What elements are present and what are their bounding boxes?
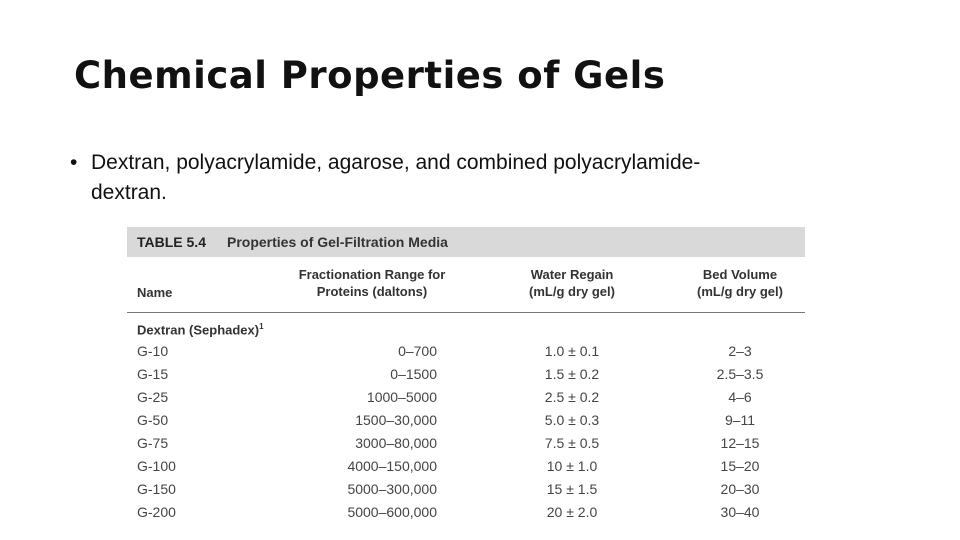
cell-name: G-200 (137, 504, 176, 520)
cell-water-regain: 1.5 ± 0.2 (544, 366, 600, 382)
table-row: G-200 5000–600,000 20 ± 2.0 30–40 (127, 504, 805, 527)
cell-range: 1500–30,000 (355, 412, 437, 428)
table-row: G-25 1000–5000 2.5 ± 0.2 4–6 (127, 389, 805, 412)
table-row: G-15 0–1500 1.5 ± 0.2 2.5–3.5 (127, 366, 805, 389)
table-row: G-50 1500–30,000 5.0 ± 0.3 9–11 (127, 412, 805, 435)
column-header-bed-line2: (mL/g dry gel) (697, 284, 783, 299)
cell-water-regain: 20 ± 2.0 (546, 504, 598, 520)
bullet-text-line-2: dextran. (91, 181, 167, 204)
column-header-fractionation-line1: Fractionation Range for (298, 267, 446, 282)
column-header-water-regain: Water Regain (mL/g dry gel) (507, 266, 637, 300)
cell-water-regain: 5.0 ± 0.3 (544, 412, 600, 428)
cell-range: 3000–80,000 (355, 435, 437, 451)
cell-name: G-10 (137, 343, 169, 359)
cell-bed-volume: 4–6 (728, 389, 752, 405)
column-header-water-line2: (mL/g dry gel) (529, 284, 615, 299)
column-header-fractionation: Fractionation Range for Proteins (dalton… (277, 266, 467, 300)
cell-bed-volume: 12–15 (720, 435, 760, 451)
cell-bed-volume: 2.5–3.5 (716, 366, 764, 382)
cell-range: 4000–150,000 (347, 458, 437, 474)
group-label: Dextran (Sephadex)1 (137, 322, 264, 337)
cell-bed-volume: 2–3 (728, 343, 752, 359)
table-row: G-100 4000–150,000 10 ± 1.0 15–20 (127, 458, 805, 481)
cell-water-regain: 1.0 ± 0.1 (544, 343, 600, 359)
table-caption-bar: TABLE 5.4 Properties of Gel-Filtration M… (127, 227, 805, 257)
header-divider (127, 312, 805, 313)
cell-bed-volume: 15–20 (720, 458, 760, 474)
cell-name: G-150 (137, 481, 176, 497)
cell-range: 0–1500 (390, 366, 437, 382)
cell-bed-volume: 20–30 (720, 481, 760, 497)
slide-title: Chemical Properties of Gels (74, 54, 666, 97)
cell-water-regain: 10 ± 1.0 (546, 458, 598, 474)
cell-range: 1000–5000 (366, 389, 437, 405)
bullet-marker: • (70, 151, 78, 174)
cell-name: G-75 (137, 435, 169, 451)
column-header-name: Name (137, 285, 173, 300)
cell-range: 5000–300,000 (347, 481, 437, 497)
bullet-point: • Dextran, polyacrylamide, agarose, and … (70, 148, 890, 208)
cell-range: 5000–600,000 (347, 504, 437, 520)
table-caption: Properties of Gel-Filtration Media (227, 234, 448, 250)
column-header-bed-volume: Bed Volume (mL/g dry gel) (675, 266, 805, 300)
cell-name: G-100 (137, 458, 176, 474)
table-number: TABLE 5.4 (137, 234, 206, 250)
table-row: G-10 0–700 1.0 ± 0.1 2–3 (127, 343, 805, 366)
cell-name: G-15 (137, 366, 169, 382)
gel-filtration-table: TABLE 5.4 Properties of Gel-Filtration M… (127, 227, 805, 540)
column-header-bed-line1: Bed Volume (702, 267, 778, 282)
cell-water-regain: 2.5 ± 0.2 (544, 389, 600, 405)
cell-bed-volume: 9–11 (724, 412, 756, 428)
cell-name: G-25 (137, 389, 169, 405)
cell-bed-volume: 30–40 (720, 504, 760, 520)
cell-water-regain: 7.5 ± 0.5 (544, 435, 600, 451)
group-footnote: 1 (259, 322, 264, 331)
cell-name: G-50 (137, 412, 169, 428)
column-header-fractionation-line2: Proteins (daltons) (316, 284, 428, 299)
cell-water-regain: 15 ± 1.5 (546, 481, 598, 497)
table-row: G-75 3000–80,000 7.5 ± 0.5 12–15 (127, 435, 805, 458)
column-header-water-line1: Water Regain (530, 267, 614, 282)
bullet-text-line-1: Dextran, polyacrylamide, agarose, and co… (91, 151, 701, 174)
group-label-text: Dextran (Sephadex) (137, 322, 260, 338)
table-row: G-150 5000–300,000 15 ± 1.5 20–30 (127, 481, 805, 504)
cell-range: 0–700 (398, 343, 437, 359)
